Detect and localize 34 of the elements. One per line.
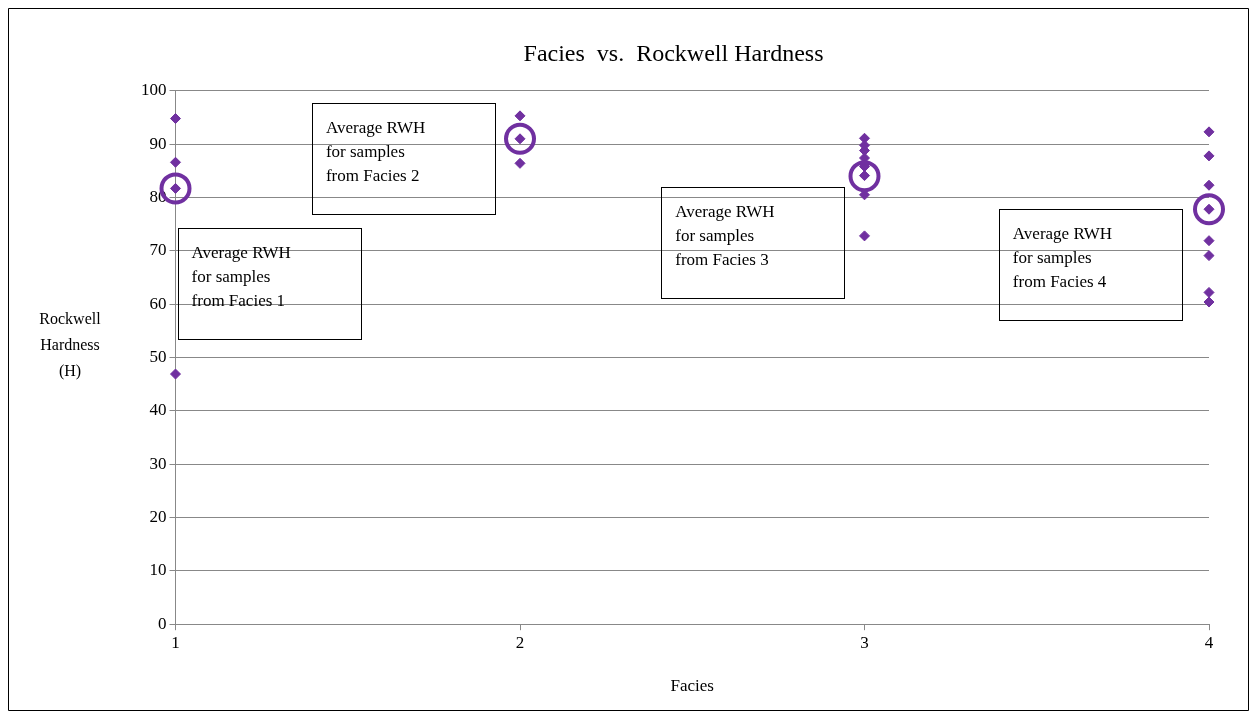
y-tick-label: 40 (149, 400, 167, 420)
x-tick-label: 2 (515, 632, 525, 652)
point (1203, 126, 1215, 138)
point (1203, 286, 1215, 298)
point (1203, 296, 1215, 308)
point (514, 157, 526, 169)
point (1203, 250, 1215, 262)
x-tick-label: 3 (860, 632, 869, 652)
point (1203, 235, 1215, 247)
y-axis-title: Rockwell Hardness (H) (39, 309, 102, 380)
y-tick-label: 30 (149, 453, 167, 473)
annotation: Average RWH for samples from Facies 1 (191, 242, 292, 313)
point (859, 230, 870, 242)
y-tick-label: 50 (149, 346, 167, 366)
point (170, 113, 181, 125)
y-tick-label: 0 (158, 613, 167, 633)
point (1203, 150, 1215, 162)
x-tick-label: 1 (171, 632, 180, 652)
x-axis-title: Facies (670, 676, 714, 696)
y-tick-label: 70 (149, 240, 167, 260)
annotation: Average RWH for samples from Facies 4 (1012, 223, 1114, 294)
y-tick-label: 90 (149, 133, 167, 153)
y-tick-label: 10 (149, 560, 167, 580)
point (1203, 179, 1215, 191)
annotation: Average RWH for samples from Facies 3 (675, 201, 776, 272)
chart-title: Facies vs. Rockwell Hardness (523, 39, 824, 66)
y-tick-label: 20 (149, 506, 167, 526)
annotation: Average RWH for samples from Facies 2 (325, 116, 427, 187)
y-tick-label: 60 (149, 293, 167, 313)
x-tick-label: 4 (1204, 632, 1214, 652)
y-tick-label: 100 (141, 80, 167, 100)
point (514, 110, 526, 122)
point (170, 156, 181, 168)
point (170, 368, 181, 380)
